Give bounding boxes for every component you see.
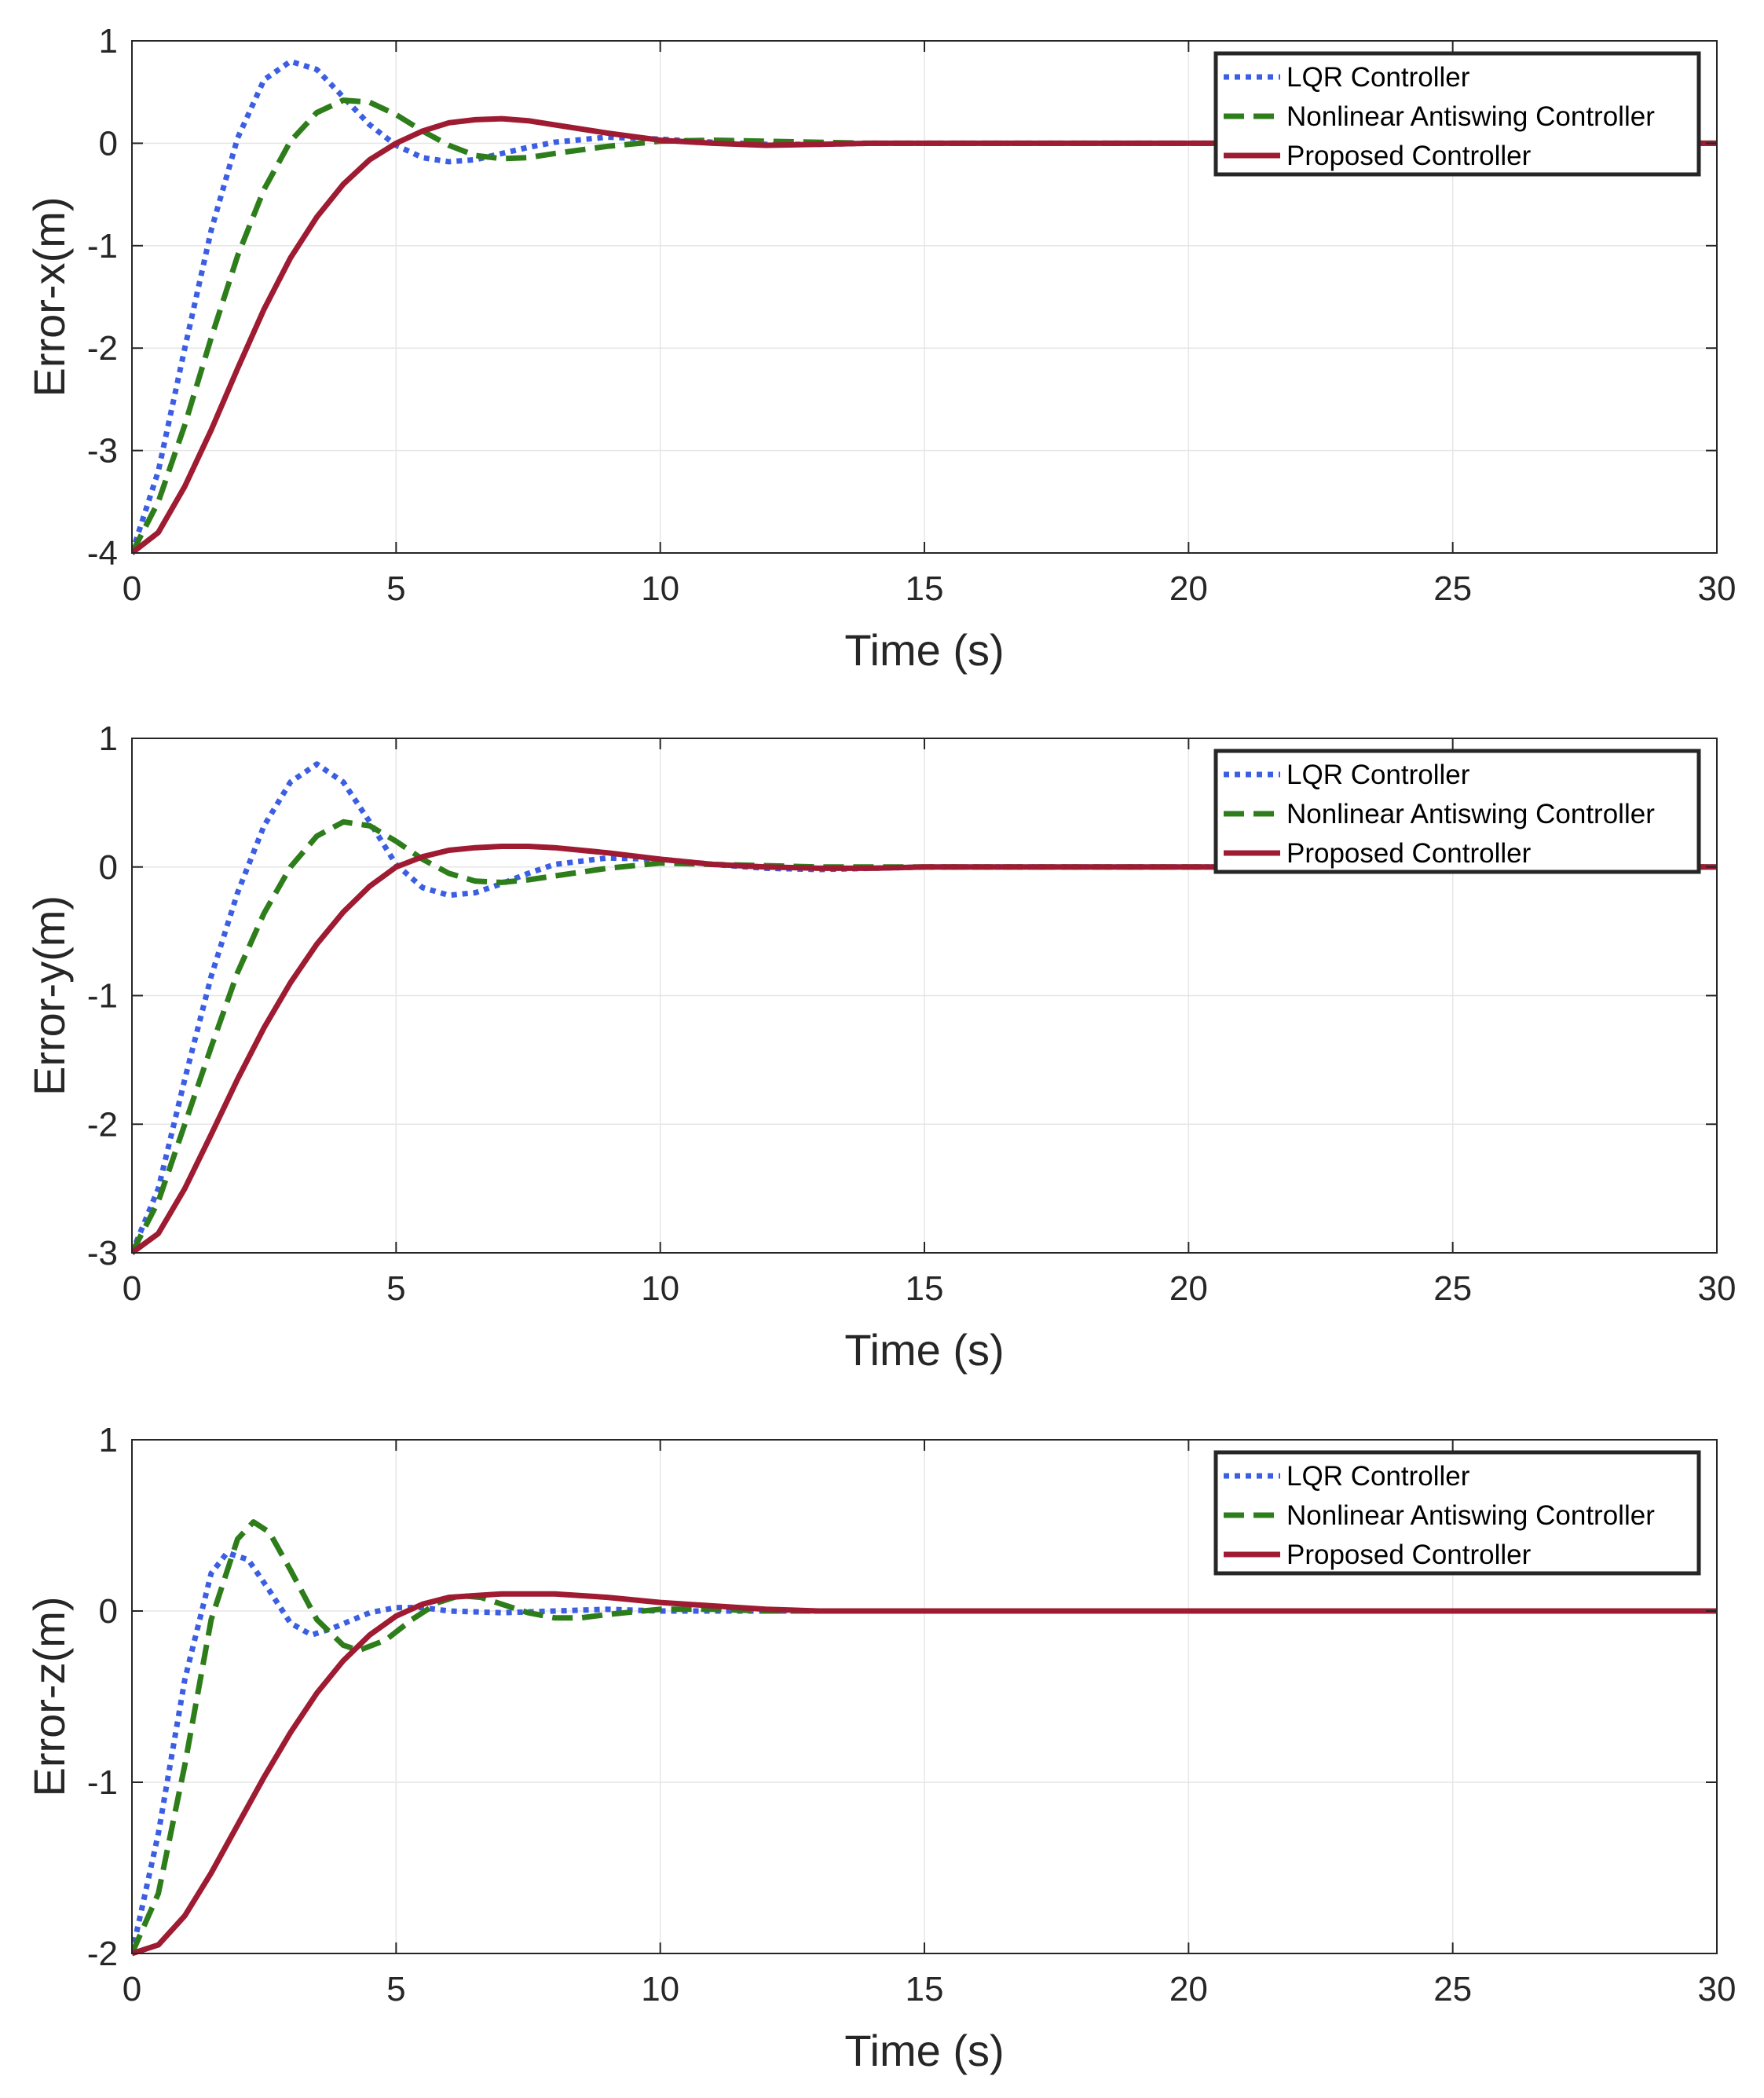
legend-label-1: LQR Controller xyxy=(1286,1461,1470,1492)
legend-box xyxy=(1213,749,1701,874)
x-tick-label: 20 xyxy=(1169,1970,1208,2008)
x-axis-label: Time (s) xyxy=(844,1325,1004,1375)
x-tick-label: 0 xyxy=(123,1269,141,1308)
x-tick-label: 0 xyxy=(123,1970,141,2008)
chart-panel-2: 0 5 10 15 20 25 30 -3 -2 -1 0 1 Time (s) Error-y(m) LQ… xyxy=(24,719,1736,1375)
y-tick-label: -2 xyxy=(87,1935,118,1973)
series-line-3 xyxy=(132,844,1717,1255)
x-tick-label: 25 xyxy=(1433,1970,1472,2008)
series-line-3 xyxy=(132,1591,1717,1957)
x-tick-label: 10 xyxy=(641,1970,679,2008)
x-tick-label: 5 xyxy=(386,1970,405,2008)
y-tick-label: -3 xyxy=(87,1234,118,1272)
x-tick-label: 20 xyxy=(1169,569,1208,608)
y-axis-label: Error-y(m) xyxy=(24,895,74,1096)
y-tick-label: 1 xyxy=(99,719,118,758)
legend-label-1: LQR Controller xyxy=(1286,760,1470,790)
legend: LQR Controller Nonlinear Antiswing Contro… xyxy=(1213,1450,1701,1576)
series-line-2 xyxy=(132,1519,1717,1955)
x-tick-label: 25 xyxy=(1433,569,1472,608)
legend-box xyxy=(1213,51,1701,177)
chart-panel-3: 0 5 10 15 20 25 30 -2 -1 0 1 Time (s) Error-z(m) LQR … xyxy=(24,1421,1736,2075)
chart-panel-1: 0 5 10 15 20 25 30 -4 -3 -2 -1 0 1 Time (s) Error-x(m)… xyxy=(24,22,1736,675)
y-tick-label: -1 xyxy=(87,977,118,1016)
legend-box xyxy=(1213,1450,1701,1576)
x-tick-label: 25 xyxy=(1433,1269,1472,1308)
legend-label-3: Proposed Controller xyxy=(1286,141,1532,171)
x-tick-label: 20 xyxy=(1169,1269,1208,1308)
x-tick-label: 30 xyxy=(1698,1970,1737,2008)
x-tick-label: 5 xyxy=(386,569,405,608)
y-tick-label: -3 xyxy=(87,432,118,470)
legend-label-2: Nonlinear Antiswing Controller xyxy=(1286,799,1655,829)
x-tick-label: 0 xyxy=(123,569,141,608)
legend-label-3: Proposed Controller xyxy=(1286,1540,1532,1570)
y-tick-label: -2 xyxy=(87,329,118,368)
y-tick-label: 1 xyxy=(99,22,118,60)
series-line-2 xyxy=(132,97,1717,555)
legend-label-1: LQR Controller xyxy=(1286,62,1470,93)
y-tick-label: -2 xyxy=(87,1105,118,1144)
x-tick-label: 15 xyxy=(906,569,944,608)
legend-label-2: Nonlinear Antiswing Controller xyxy=(1286,101,1655,132)
y-tick-label: -1 xyxy=(87,227,118,265)
y-tick-label: -4 xyxy=(87,534,118,573)
x-tick-label: 5 xyxy=(386,1269,405,1308)
y-tick-label: 0 xyxy=(99,848,118,887)
x-tick-label: 10 xyxy=(641,569,679,608)
series-line-3 xyxy=(132,115,1717,555)
y-tick-label: -1 xyxy=(87,1763,118,1802)
y-tick-label: 1 xyxy=(99,1421,118,1459)
y-axis-label: Error-x(m) xyxy=(24,196,74,397)
x-tick-label: 30 xyxy=(1698,569,1737,608)
x-axis-label: Time (s) xyxy=(844,2026,1004,2075)
x-tick-label: 10 xyxy=(641,1269,679,1308)
legend-label-2: Nonlinear Antiswing Controller xyxy=(1286,1500,1655,1531)
y-tick-label: 0 xyxy=(99,1592,118,1631)
y-tick-label: 0 xyxy=(99,124,118,163)
x-tick-label: 30 xyxy=(1698,1269,1737,1308)
x-tick-label: 15 xyxy=(906,1269,944,1308)
x-tick-label: 15 xyxy=(906,1970,944,2008)
y-axis-label: Error-z(m) xyxy=(24,1596,74,1796)
legend: LQR Controller Nonlinear Antiswing Contro… xyxy=(1213,749,1701,874)
legend: LQR Controller Nonlinear Antiswing Contro… xyxy=(1213,51,1701,177)
legend-label-3: Proposed Controller xyxy=(1286,838,1532,869)
x-axis-label: Time (s) xyxy=(844,625,1004,675)
